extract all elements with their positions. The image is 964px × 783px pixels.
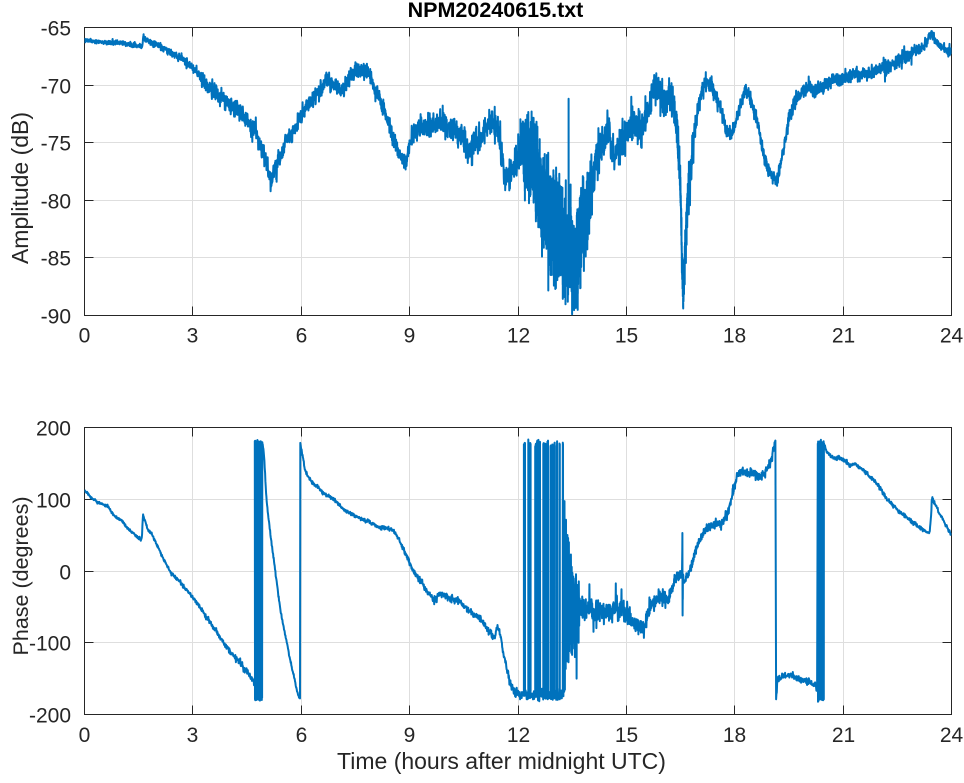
svg-text:9: 9 (404, 724, 416, 747)
svg-text:21: 21 (832, 724, 855, 747)
svg-text:15: 15 (615, 724, 638, 747)
svg-text:18: 18 (723, 724, 746, 747)
svg-text:-80: -80 (41, 191, 71, 214)
svg-text:24: 24 (940, 324, 964, 347)
svg-text:12: 12 (507, 324, 530, 347)
svg-text:15: 15 (615, 324, 638, 347)
svg-text:100: 100 (36, 490, 71, 513)
svg-text:3: 3 (187, 324, 199, 347)
svg-text:Amplitude (dB): Amplitude (dB) (7, 112, 33, 264)
svg-text:-100: -100 (29, 633, 71, 656)
svg-text:18: 18 (723, 324, 746, 347)
svg-text:6: 6 (296, 324, 308, 347)
svg-text:-75: -75 (41, 133, 71, 156)
svg-text:200: 200 (36, 418, 71, 441)
svg-text:24: 24 (940, 724, 964, 747)
svg-text:6: 6 (296, 724, 308, 747)
svg-text:12: 12 (507, 724, 530, 747)
svg-text:0: 0 (79, 724, 91, 747)
svg-text:21: 21 (832, 324, 855, 347)
svg-text:-85: -85 (41, 248, 71, 271)
svg-text:3: 3 (187, 724, 199, 747)
svg-text:0: 0 (59, 562, 71, 585)
svg-text:-90: -90 (41, 306, 71, 329)
svg-text:9: 9 (404, 324, 416, 347)
svg-text:-70: -70 (41, 76, 71, 99)
svg-text:0: 0 (79, 324, 91, 347)
svg-text:Phase (degrees): Phase (degrees) (9, 497, 33, 656)
svg-text:-65: -65 (41, 18, 71, 41)
svg-text:-200: -200 (29, 705, 71, 728)
svg-text:NPM20240615.txt: NPM20240615.txt (408, 0, 584, 22)
svg-text:Time (hours after midnight UTC: Time (hours after midnight UTC) (337, 748, 666, 774)
